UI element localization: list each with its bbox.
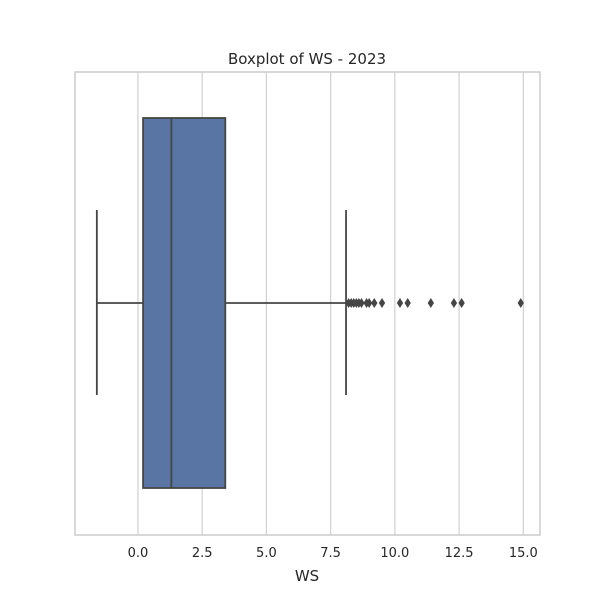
axes-frame bbox=[74, 71, 541, 536]
x-tick-label: 0.0 bbox=[128, 546, 149, 561]
outlier-point bbox=[378, 298, 386, 308]
x-tick-label: 5.0 bbox=[256, 546, 277, 561]
outlier-point bbox=[517, 298, 524, 308]
x-tick-label: 10.0 bbox=[380, 546, 409, 561]
outlier-point bbox=[427, 298, 434, 308]
x-tick-label: 15.0 bbox=[509, 546, 538, 561]
outlier-point bbox=[404, 298, 411, 308]
x-tick-label: 2.5 bbox=[192, 546, 213, 561]
x-axis-label: WS bbox=[295, 567, 319, 585]
outlier-point bbox=[396, 298, 404, 308]
outlier-point bbox=[458, 298, 465, 308]
outlier-point bbox=[366, 298, 373, 308]
x-tick-label: 7.5 bbox=[320, 546, 341, 561]
chart-title: Boxplot of WS - 2023 bbox=[228, 50, 386, 68]
outlier-point bbox=[371, 298, 378, 308]
x-tick-label: 12.5 bbox=[445, 546, 474, 561]
iqr-box bbox=[142, 117, 227, 489]
x-tick-labels: 0.0 2.5 5.0 7.5 10.0 12.5 15.0 bbox=[128, 546, 538, 561]
outlier-group bbox=[345, 298, 524, 308]
box-group bbox=[95, 117, 347, 489]
outlier-point bbox=[450, 298, 458, 308]
outlier-point bbox=[358, 298, 365, 308]
